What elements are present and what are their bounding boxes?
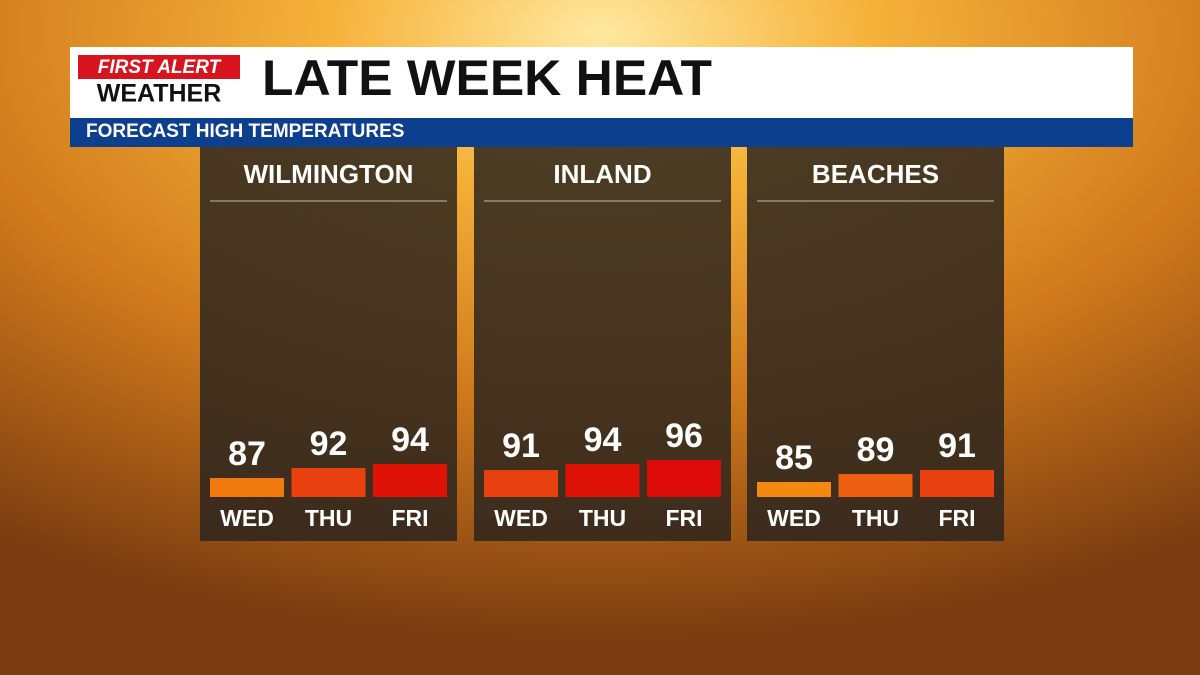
x-tick-label: THU [305,505,352,531]
subtitle-bar [70,118,1133,147]
x-tick-label: FRI [938,505,975,531]
bar [647,460,721,497]
x-tick-label: WED [494,505,548,531]
x-tick-label: WED [220,505,274,531]
x-tick-label: WED [767,505,821,531]
bar [373,464,447,497]
panel-title: WILMINGTON [244,159,414,189]
title: LATE WEEK HEAT [262,50,712,106]
logo-box [78,55,240,79]
x-tick-label: FRI [391,505,428,531]
bar [920,470,994,497]
x-tick-label: FRI [665,505,702,531]
value-label: 92 [310,425,348,463]
value-label: 94 [391,421,429,459]
logo-bottom: WEATHER [97,80,222,108]
value-label: 94 [584,421,622,459]
bar [291,468,366,497]
logo-top: FIRST ALERT [98,57,222,78]
value-label: 85 [775,439,813,477]
value-label: 91 [502,427,540,465]
subtitle: FORECAST HIGH TEMPERATURES [86,121,404,142]
value-label: 96 [665,417,703,455]
bar [565,464,640,497]
bar [757,482,831,497]
panel-title: INLAND [553,159,651,189]
header-box [70,47,1133,118]
x-tick-label: THU [852,505,899,531]
panel-title: BEACHES [812,159,939,189]
x-tick-label: THU [579,505,626,531]
value-label: 89 [857,431,895,469]
bar [484,470,558,497]
bar [210,478,284,497]
value-label: 91 [938,427,976,465]
bar [838,474,913,497]
value-label: 87 [228,435,266,473]
